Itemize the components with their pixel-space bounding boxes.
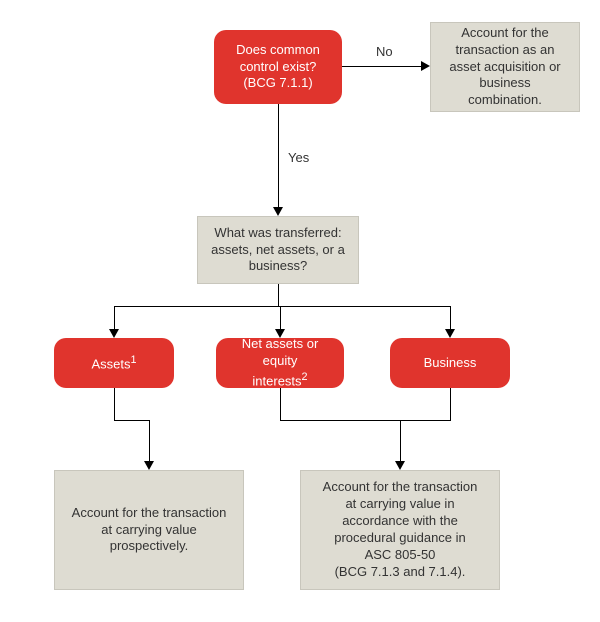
node-label: Account for the transactionat carrying v… bbox=[323, 479, 478, 580]
node-carrying-prospective: Account for the transactionat carrying v… bbox=[54, 470, 244, 590]
edge-merge-drop bbox=[400, 420, 401, 462]
node-label: Assets1 bbox=[91, 353, 136, 373]
node-label: Business bbox=[424, 355, 477, 372]
node-carrying-asc805: Account for the transactionat carrying v… bbox=[300, 470, 500, 590]
branch-head-assets bbox=[109, 329, 119, 338]
edge-net-stub bbox=[280, 388, 281, 420]
node-asset-or-business-combo: Account for thetransaction as anasset ac… bbox=[430, 22, 580, 112]
branch-drop-assets bbox=[114, 306, 115, 330]
edge-assets-head bbox=[144, 461, 154, 470]
branch-bus bbox=[114, 306, 450, 307]
node-label: What was transferred:assets, net assets,… bbox=[211, 225, 345, 276]
edge-no-head bbox=[421, 61, 430, 71]
edge-label-no: No bbox=[376, 44, 393, 59]
edge-assets-drop bbox=[149, 420, 150, 462]
node-label: Net assets or equityinterests2 bbox=[226, 336, 334, 390]
edge-merge-head bbox=[395, 461, 405, 470]
node-business: Business bbox=[390, 338, 510, 388]
node-common-control: Does commoncontrol exist?(BCG 7.1.1) bbox=[214, 30, 342, 104]
edge-bus-h bbox=[400, 420, 451, 421]
node-label: Account for the transactionat carrying v… bbox=[72, 505, 227, 556]
edge-no-line bbox=[342, 66, 422, 67]
node-what-transferred: What was transferred:assets, net assets,… bbox=[197, 216, 359, 284]
branch-drop-business bbox=[450, 306, 451, 330]
edge-yes-line bbox=[278, 104, 279, 208]
branch-stub bbox=[278, 284, 279, 306]
edge-assets-h bbox=[114, 420, 150, 421]
edge-assets-stub bbox=[114, 388, 115, 420]
node-label: Does commoncontrol exist?(BCG 7.1.1) bbox=[236, 42, 320, 93]
branch-head-business bbox=[445, 329, 455, 338]
node-net-assets: Net assets or equityinterests2 bbox=[216, 338, 344, 388]
node-label: Account for thetransaction as anasset ac… bbox=[441, 25, 569, 109]
flowchart-canvas: Does commoncontrol exist?(BCG 7.1.1) No … bbox=[0, 0, 600, 622]
node-assets: Assets1 bbox=[54, 338, 174, 388]
edge-label-yes: Yes bbox=[288, 150, 309, 165]
edge-yes-head bbox=[273, 207, 283, 216]
edge-net-h bbox=[280, 420, 400, 421]
edge-bus-stub bbox=[450, 388, 451, 420]
branch-drop-netassets bbox=[280, 306, 281, 330]
